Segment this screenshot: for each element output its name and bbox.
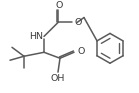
Text: O: O (78, 47, 85, 56)
Text: OH: OH (51, 74, 65, 83)
Text: HN: HN (29, 32, 43, 41)
Text: O: O (55, 1, 63, 10)
Text: O: O (75, 18, 82, 27)
